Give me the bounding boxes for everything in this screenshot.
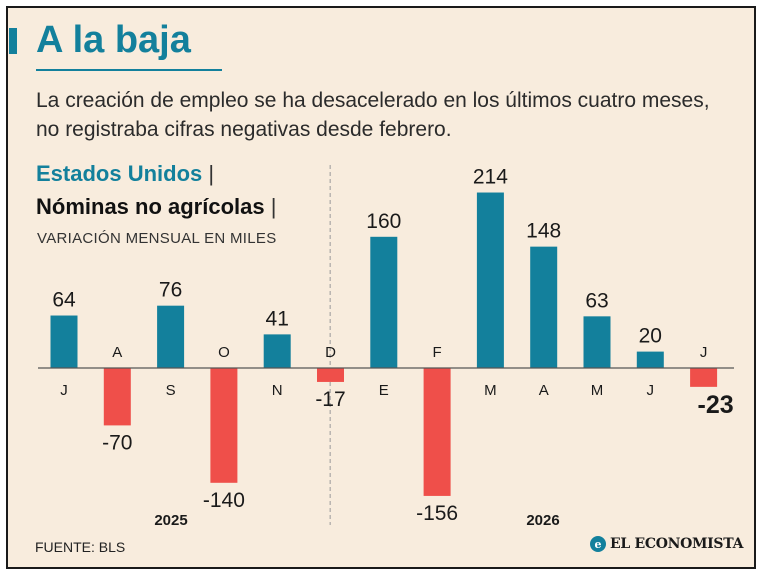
legend-separator: | (270, 194, 277, 219)
brand-name: EL ECONOMISTA (610, 536, 744, 552)
data-label: 63 (585, 289, 608, 312)
x-tick-label: S (166, 382, 176, 399)
legend-series-label: Nóminas no agrícolas (36, 194, 265, 219)
year-label: 2025 (154, 512, 187, 529)
bar (157, 305, 185, 368)
bar (690, 368, 718, 387)
bar (103, 368, 131, 426)
data-label: 160 (366, 210, 401, 233)
bar (317, 368, 344, 382)
year-label: 2026 (526, 512, 559, 529)
bar (583, 316, 611, 368)
data-label: -156 (416, 502, 458, 525)
bar (50, 315, 78, 368)
bar (636, 351, 664, 368)
legend-country: Estados Unidos | (36, 160, 214, 188)
title-underline (36, 69, 222, 71)
brand-mark-icon: e (590, 536, 606, 552)
x-tick-label: F (433, 344, 442, 361)
x-tick-label: M (591, 382, 604, 399)
chart-subtitle: La creación de empleo se ha desacelerado… (36, 89, 710, 141)
data-label: -23 (698, 391, 734, 419)
title-accent-bar (9, 28, 17, 54)
data-label: 148 (526, 220, 561, 243)
x-tick-label: J (60, 382, 68, 399)
x-tick-label: A (539, 382, 549, 399)
x-tick-label: D (325, 344, 336, 361)
x-tick-label: J (700, 344, 708, 361)
bar (476, 192, 504, 368)
bar (423, 368, 451, 496)
x-tick-label: M (484, 382, 497, 399)
x-tick-label: E (379, 382, 389, 399)
data-label: -70 (102, 431, 132, 454)
bar (263, 334, 291, 368)
x-tick-label: J (647, 382, 655, 399)
bar (530, 246, 558, 368)
data-label: -140 (203, 489, 245, 512)
source-note: FUENTE: BLS (35, 539, 126, 555)
legend-separator: | (208, 161, 215, 186)
legend-units: VARIACIÓN MENSUAL EN MILES (37, 230, 277, 247)
data-label: 41 (266, 307, 289, 330)
data-label: -17 (315, 388, 345, 411)
x-tick-label: A (112, 344, 122, 361)
chart-title: A la baja (36, 19, 191, 61)
legend-series: Nóminas no agrícolas | (36, 193, 276, 221)
data-label: 64 (52, 289, 76, 312)
data-label: 76 (159, 279, 182, 302)
x-tick-label: O (218, 344, 230, 361)
data-label: 214 (473, 166, 508, 189)
legend-country-label: Estados Unidos (36, 161, 203, 186)
bar (210, 368, 238, 483)
brand-logo: e EL ECONOMISTA (590, 536, 743, 552)
bar (370, 236, 398, 368)
data-label: 20 (639, 325, 662, 348)
x-tick-label: N (272, 382, 283, 399)
